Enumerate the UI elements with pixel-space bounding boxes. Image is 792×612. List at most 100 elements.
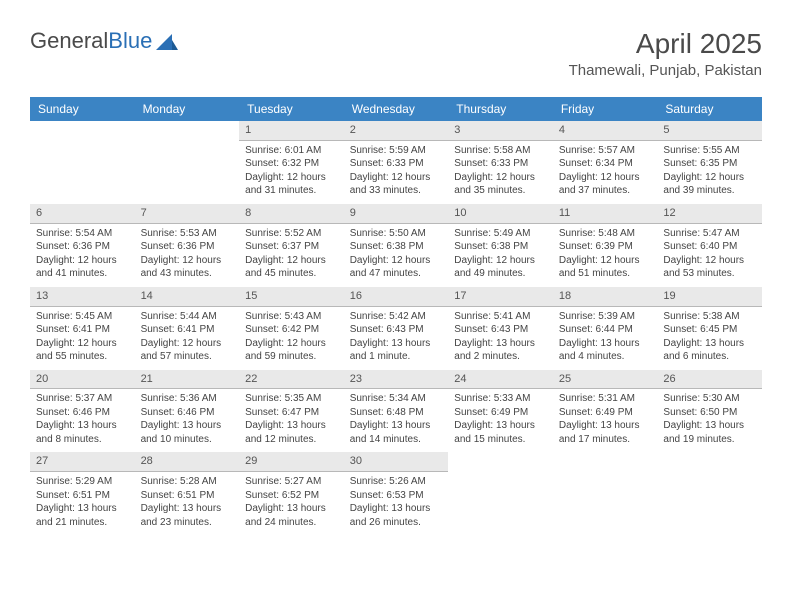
sunset-text: Sunset: 6:32 PM (245, 157, 338, 171)
sunset-text: Sunset: 6:40 PM (663, 240, 756, 254)
daylight-text: and 47 minutes. (350, 267, 443, 281)
sunrise-text: Sunrise: 5:36 AM (141, 392, 234, 406)
day-body: Sunrise: 5:37 AMSunset: 6:46 PMDaylight:… (30, 389, 135, 452)
logo: GeneralBlue (30, 28, 178, 54)
daylight-text: and 55 minutes. (36, 350, 129, 364)
day-body: Sunrise: 5:54 AMSunset: 6:36 PMDaylight:… (30, 224, 135, 287)
daylight-text: Daylight: 13 hours (350, 337, 443, 351)
title-block: April 2025 Thamewali, Punjab, Pakistan (569, 28, 762, 79)
day-number: 18 (553, 287, 658, 307)
day-cell: 22Sunrise: 5:35 AMSunset: 6:47 PMDayligh… (239, 370, 344, 453)
daylight-text: Daylight: 12 hours (559, 171, 652, 185)
day-cell: 7Sunrise: 5:53 AMSunset: 6:36 PMDaylight… (135, 204, 240, 287)
day-number: 20 (30, 370, 135, 390)
weekday-header: Friday (553, 97, 658, 121)
day-cell: 24Sunrise: 5:33 AMSunset: 6:49 PMDayligh… (448, 370, 553, 453)
day-body: Sunrise: 5:52 AMSunset: 6:37 PMDaylight:… (239, 224, 344, 287)
day-number: 12 (657, 204, 762, 224)
sunrise-text: Sunrise: 5:38 AM (663, 310, 756, 324)
sunrise-text: Sunrise: 5:30 AM (663, 392, 756, 406)
day-number: 4 (553, 121, 658, 141)
logo-part2: Blue (108, 28, 152, 53)
day-body: Sunrise: 6:01 AMSunset: 6:32 PMDaylight:… (239, 141, 344, 204)
daylight-text: Daylight: 13 hours (350, 502, 443, 516)
daylight-text: Daylight: 12 hours (36, 254, 129, 268)
weekday-header: Wednesday (344, 97, 449, 121)
daylight-text: Daylight: 13 hours (559, 419, 652, 433)
day-cell: 18Sunrise: 5:39 AMSunset: 6:44 PMDayligh… (553, 287, 658, 370)
sunrise-text: Sunrise: 5:44 AM (141, 310, 234, 324)
daylight-text: and 51 minutes. (559, 267, 652, 281)
day-body: Sunrise: 5:42 AMSunset: 6:43 PMDaylight:… (344, 307, 449, 370)
day-body: Sunrise: 5:30 AMSunset: 6:50 PMDaylight:… (657, 389, 762, 452)
sunrise-text: Sunrise: 5:45 AM (36, 310, 129, 324)
daylight-text: and 24 minutes. (245, 516, 338, 530)
sunrise-text: Sunrise: 5:53 AM (141, 227, 234, 241)
sunrise-text: Sunrise: 5:35 AM (245, 392, 338, 406)
day-cell: 6Sunrise: 5:54 AMSunset: 6:36 PMDaylight… (30, 204, 135, 287)
day-cell: 11Sunrise: 5:48 AMSunset: 6:39 PMDayligh… (553, 204, 658, 287)
day-body: Sunrise: 5:39 AMSunset: 6:44 PMDaylight:… (553, 307, 658, 370)
day-cell: 30Sunrise: 5:26 AMSunset: 6:53 PMDayligh… (344, 452, 449, 535)
daylight-text: Daylight: 13 hours (245, 419, 338, 433)
sunset-text: Sunset: 6:33 PM (454, 157, 547, 171)
day-number: 30 (344, 452, 449, 472)
sunset-text: Sunset: 6:41 PM (36, 323, 129, 337)
daylight-text: Daylight: 13 hours (559, 337, 652, 351)
weekday-header: Sunday (30, 97, 135, 121)
sunrise-text: Sunrise: 5:26 AM (350, 475, 443, 489)
day-cell: 21Sunrise: 5:36 AMSunset: 6:46 PMDayligh… (135, 370, 240, 453)
sunset-text: Sunset: 6:44 PM (559, 323, 652, 337)
logo-part1: General (30, 28, 108, 53)
day-cell: 2Sunrise: 5:59 AMSunset: 6:33 PMDaylight… (344, 121, 449, 204)
empty-cell (553, 452, 658, 535)
day-cell: 4Sunrise: 5:57 AMSunset: 6:34 PMDaylight… (553, 121, 658, 204)
month-title: April 2025 (569, 28, 762, 60)
calendar-grid: SundayMondayTuesdayWednesdayThursdayFrid… (30, 97, 762, 535)
day-cell: 14Sunrise: 5:44 AMSunset: 6:41 PMDayligh… (135, 287, 240, 370)
sunrise-text: Sunrise: 5:33 AM (454, 392, 547, 406)
day-number: 5 (657, 121, 762, 141)
daylight-text: Daylight: 12 hours (141, 254, 234, 268)
daylight-text: and 59 minutes. (245, 350, 338, 364)
sunset-text: Sunset: 6:38 PM (454, 240, 547, 254)
day-number: 8 (239, 204, 344, 224)
day-number: 22 (239, 370, 344, 390)
daylight-text: Daylight: 12 hours (663, 254, 756, 268)
sunrise-text: Sunrise: 5:54 AM (36, 227, 129, 241)
day-number: 19 (657, 287, 762, 307)
day-number: 10 (448, 204, 553, 224)
sunrise-text: Sunrise: 5:39 AM (559, 310, 652, 324)
sunrise-text: Sunrise: 5:57 AM (559, 144, 652, 158)
day-cell: 9Sunrise: 5:50 AMSunset: 6:38 PMDaylight… (344, 204, 449, 287)
day-body: Sunrise: 5:34 AMSunset: 6:48 PMDaylight:… (344, 389, 449, 452)
day-cell: 20Sunrise: 5:37 AMSunset: 6:46 PMDayligh… (30, 370, 135, 453)
day-body: Sunrise: 5:43 AMSunset: 6:42 PMDaylight:… (239, 307, 344, 370)
daylight-text: Daylight: 13 hours (141, 419, 234, 433)
day-number: 1 (239, 121, 344, 141)
daylight-text: and 10 minutes. (141, 433, 234, 447)
day-body: Sunrise: 5:45 AMSunset: 6:41 PMDaylight:… (30, 307, 135, 370)
day-cell: 26Sunrise: 5:30 AMSunset: 6:50 PMDayligh… (657, 370, 762, 453)
sunset-text: Sunset: 6:39 PM (559, 240, 652, 254)
daylight-text: and 39 minutes. (663, 184, 756, 198)
day-body: Sunrise: 5:28 AMSunset: 6:51 PMDaylight:… (135, 472, 240, 535)
sunset-text: Sunset: 6:51 PM (36, 489, 129, 503)
day-number: 29 (239, 452, 344, 472)
sunrise-text: Sunrise: 5:48 AM (559, 227, 652, 241)
sunrise-text: Sunrise: 6:01 AM (245, 144, 338, 158)
day-number: 26 (657, 370, 762, 390)
sunrise-text: Sunrise: 5:50 AM (350, 227, 443, 241)
day-number: 23 (344, 370, 449, 390)
daylight-text: Daylight: 13 hours (36, 502, 129, 516)
sunset-text: Sunset: 6:43 PM (350, 323, 443, 337)
logo-triangle-icon (156, 34, 178, 50)
day-number: 15 (239, 287, 344, 307)
weekday-header: Monday (135, 97, 240, 121)
day-cell: 12Sunrise: 5:47 AMSunset: 6:40 PMDayligh… (657, 204, 762, 287)
daylight-text: and 4 minutes. (559, 350, 652, 364)
daylight-text: and 33 minutes. (350, 184, 443, 198)
empty-cell (448, 452, 553, 535)
daylight-text: Daylight: 12 hours (36, 337, 129, 351)
sunset-text: Sunset: 6:45 PM (663, 323, 756, 337)
